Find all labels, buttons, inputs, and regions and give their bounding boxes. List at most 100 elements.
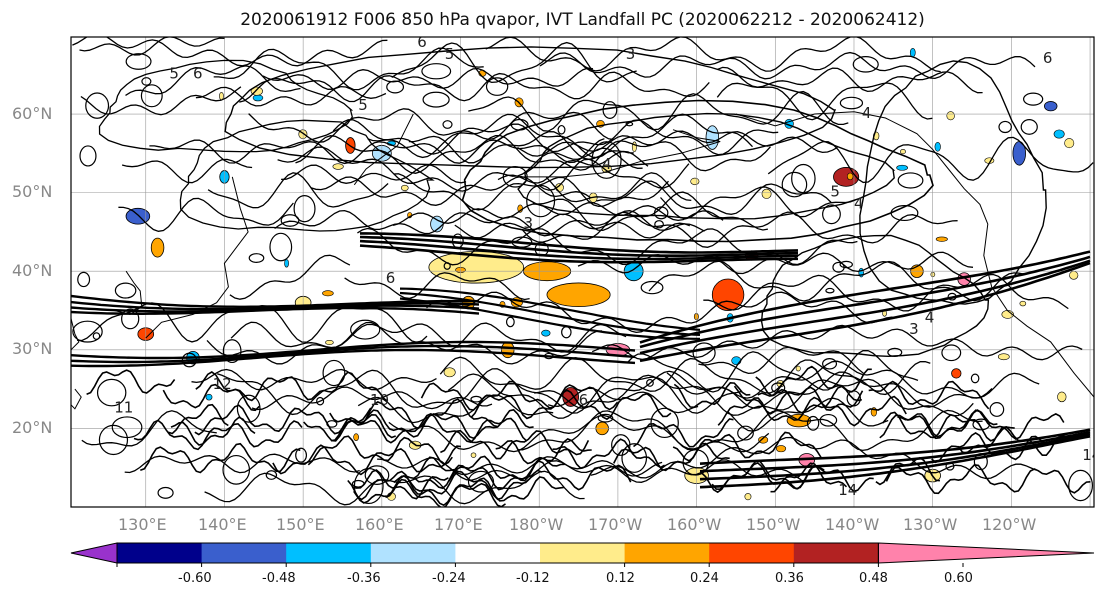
coastline [353, 113, 414, 186]
qvapor-contour [350, 319, 381, 340]
contour-label: 5 [358, 96, 368, 114]
qvapor-contour [781, 171, 808, 198]
colorbar-tick-label: 0.12 [606, 571, 635, 586]
qvapor-contour [561, 326, 572, 339]
qvapor-contour [359, 244, 798, 264]
qvapor-contour [71, 306, 480, 315]
qvapor-contour [195, 371, 389, 403]
coastline-layer [71, 111, 1094, 410]
qvapor-contour [822, 358, 838, 370]
lon-label-180w: 180°W [509, 515, 564, 534]
qvapor-contour [357, 227, 858, 266]
lon-label-130w: 130°W [903, 515, 958, 534]
qvapor-contour [890, 204, 919, 222]
colorbar-tick-label: 0.48 [859, 571, 888, 586]
qvapor-contour [957, 425, 1071, 456]
qvapor-contour [648, 260, 1025, 302]
contour-label: 14 [1082, 446, 1101, 464]
qvapor-contour [468, 90, 849, 132]
qvapor-contour [269, 232, 293, 262]
anomaly-patch [951, 368, 962, 379]
qvapor-contour [534, 241, 549, 257]
qvapor-contour-layer [71, 37, 1094, 507]
qvapor-contour [344, 272, 530, 301]
coastline [71, 388, 82, 410]
qvapor-contour [191, 368, 437, 391]
qvapor-contour [170, 416, 256, 446]
anomaly-patch [541, 329, 551, 337]
coastline [523, 129, 721, 178]
qvapor-contour [124, 453, 360, 474]
contour-label: 6 [1043, 49, 1053, 67]
qvapor-contour [941, 344, 962, 362]
contour-label: 14 [838, 481, 857, 499]
qvapor-contour [230, 321, 627, 353]
qvapor-contour [422, 91, 450, 108]
qvapor-contour [497, 150, 649, 184]
qvapor-contour [839, 260, 853, 269]
qvapor-contour [125, 53, 152, 70]
qvapor-contour [217, 368, 743, 416]
qvapor-contour [640, 280, 664, 295]
contour-label: 10 [370, 391, 389, 409]
lat-label-40n: 40°N [12, 261, 53, 280]
qvapor-contour [140, 442, 301, 474]
anomaly-patch [322, 290, 334, 297]
qvapor-contour [248, 108, 614, 143]
lat-label-60n: 60°N [12, 104, 53, 123]
anomaly-patch [896, 164, 908, 171]
qvapor-contour [377, 456, 663, 477]
qvapor-contour [251, 386, 493, 411]
qvapor-contour [654, 220, 664, 229]
qvapor-contour [517, 409, 983, 452]
qvapor-contour [125, 65, 301, 96]
qvapor-contour [451, 233, 464, 249]
qvapor-contour [445, 459, 802, 483]
qvapor-contour [224, 46, 837, 169]
anomaly-patch [1019, 300, 1027, 307]
qvapor-contour [597, 413, 614, 423]
qvapor-contour [92, 332, 101, 340]
anomaly-patch [125, 207, 151, 225]
anomaly-patch [400, 184, 409, 191]
qvapor-contour [526, 184, 556, 218]
lon-label-170e: 170°E [434, 515, 483, 534]
qvapor-contour [650, 407, 679, 439]
anomaly-patch [470, 452, 477, 458]
qvapor-contour [639, 250, 1091, 344]
qvapor-contour [517, 130, 838, 157]
qvapor-contour [733, 385, 864, 415]
qvapor-contour [852, 56, 879, 73]
qvapor-contour [505, 316, 515, 328]
anomaly-patch [1069, 270, 1079, 280]
qvapor-contour [118, 197, 294, 232]
qvapor-contour [897, 409, 998, 438]
qvapor-contour [443, 262, 451, 270]
qvapor-contour [71, 344, 636, 364]
colorbar-tick-label: 0.60 [944, 571, 973, 586]
anomaly-patch [1057, 391, 1067, 403]
anomaly-patch [1043, 101, 1058, 112]
anomaly-patch [711, 278, 745, 311]
contour-label: 5 [830, 183, 840, 201]
qvapor-contour [703, 273, 1069, 312]
qvapor-contour [868, 380, 990, 410]
qvapor-contour [931, 432, 1045, 464]
contour-label: 6 [579, 391, 589, 409]
qvapor-contour [970, 373, 980, 384]
qvapor-contour [295, 134, 771, 174]
qvapor-contour [195, 85, 387, 107]
qvapor-contour [141, 77, 152, 86]
contour-label: 5 [445, 45, 455, 63]
anomaly-patch [252, 94, 264, 102]
qvapor-contour [727, 397, 889, 432]
qvapor-contour [72, 320, 103, 343]
qvapor-contour [882, 411, 1015, 442]
qvapor-contour [737, 425, 754, 441]
anomaly-patch [631, 141, 637, 153]
qvapor-contour [538, 158, 690, 191]
qvapor-contour [399, 297, 700, 340]
anomaly-patch [775, 445, 787, 453]
qvapor-contour [591, 324, 1083, 361]
qvapor-contour [307, 435, 453, 466]
